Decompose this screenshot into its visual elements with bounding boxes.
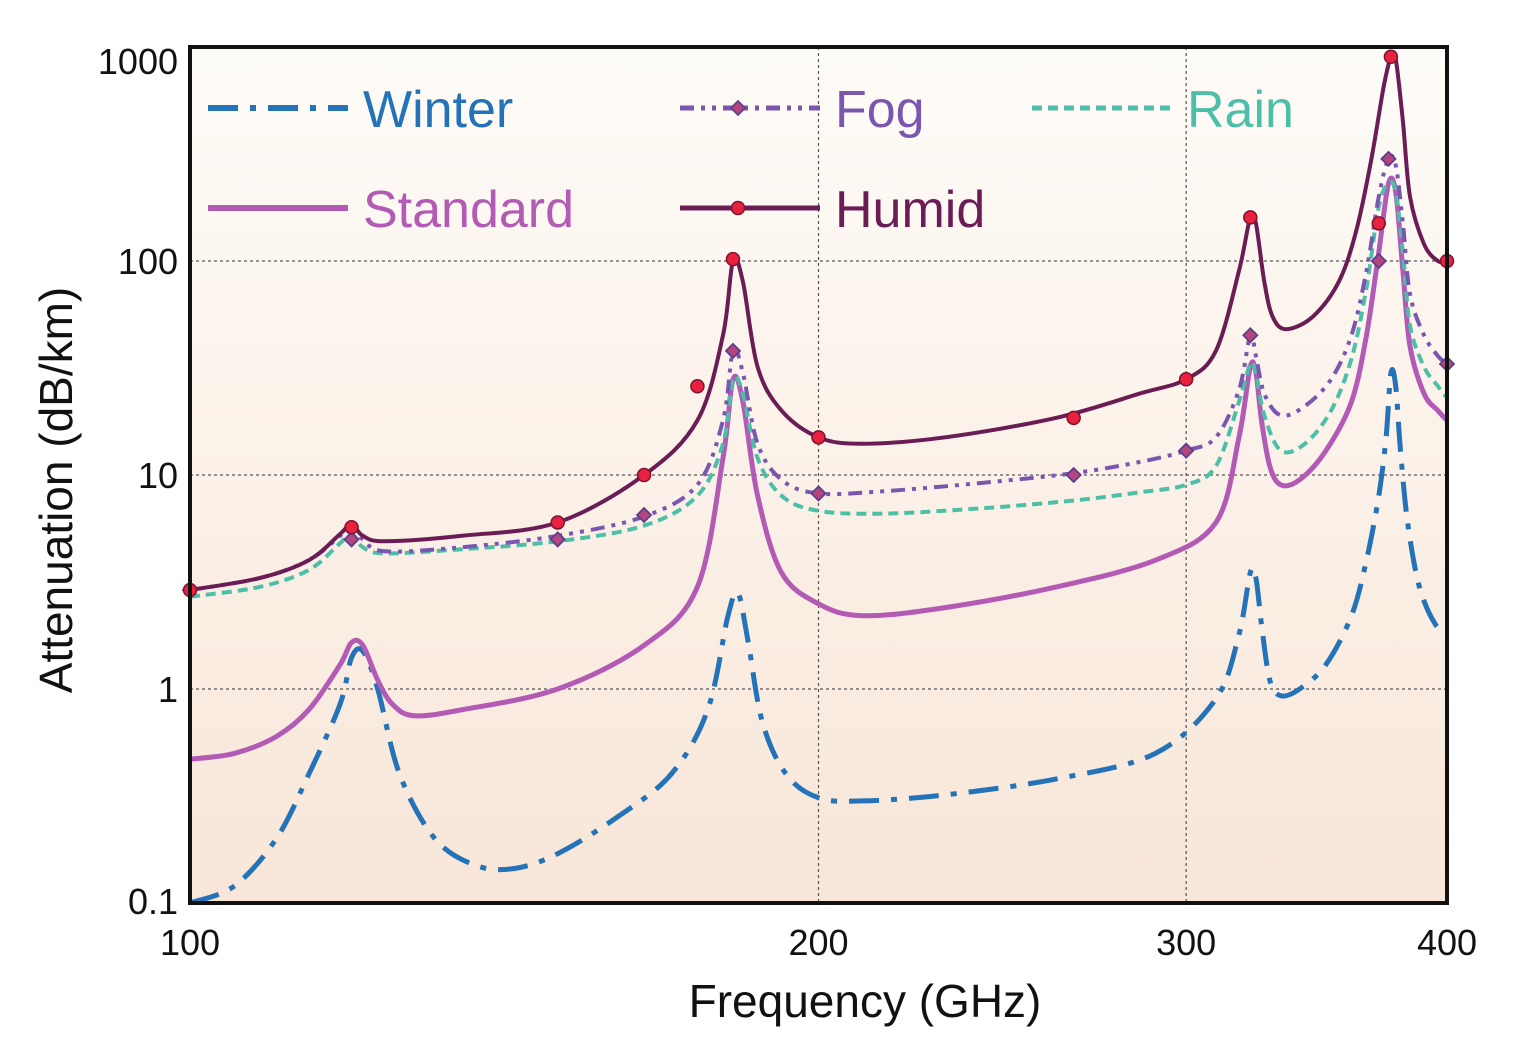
humid-marker bbox=[1067, 411, 1080, 424]
humid-marker bbox=[638, 469, 651, 482]
legend-label-rain: Rain bbox=[1187, 81, 1294, 139]
y-axis-title: Attenuation (dB/km) bbox=[30, 287, 82, 694]
legend-label-winter: Winter bbox=[363, 81, 513, 139]
humid-marker bbox=[726, 253, 739, 266]
y-tick-label: 10 bbox=[138, 455, 178, 496]
legend-label-fog: Fog bbox=[835, 81, 925, 139]
y-tick-label: 1 bbox=[158, 669, 178, 710]
humid-marker bbox=[1244, 211, 1257, 224]
humid-marker bbox=[1384, 50, 1397, 63]
humid-marker bbox=[691, 380, 704, 393]
x-tick-label: 300 bbox=[1156, 922, 1216, 963]
legend-label-standard: Standard bbox=[363, 181, 574, 239]
chart-root: 100 200 300 400 0.1 1 10 100 1000 Frequency (GHz… bbox=[0, 0, 1519, 1049]
legend-label-humid: Humid bbox=[835, 181, 985, 239]
attenuation-chart: 100 200 300 400 0.1 1 10 100 1000 Frequency (GHz… bbox=[0, 0, 1519, 1049]
humid-marker bbox=[345, 521, 358, 534]
legend-humid-marker bbox=[732, 202, 745, 215]
x-tick-label: 200 bbox=[788, 922, 848, 963]
x-tick-label: 100 bbox=[160, 922, 220, 963]
humid-marker bbox=[1180, 373, 1193, 386]
humid-marker bbox=[1372, 217, 1385, 230]
humid-marker bbox=[551, 516, 564, 529]
y-tick-label: 0.1 bbox=[128, 881, 178, 922]
y-tick-label: 100 bbox=[118, 241, 178, 282]
x-axis-title: Frequency (GHz) bbox=[689, 975, 1042, 1027]
x-tick-label: 400 bbox=[1417, 922, 1477, 963]
humid-marker bbox=[812, 431, 825, 444]
y-tick-label: 1000 bbox=[98, 41, 178, 82]
